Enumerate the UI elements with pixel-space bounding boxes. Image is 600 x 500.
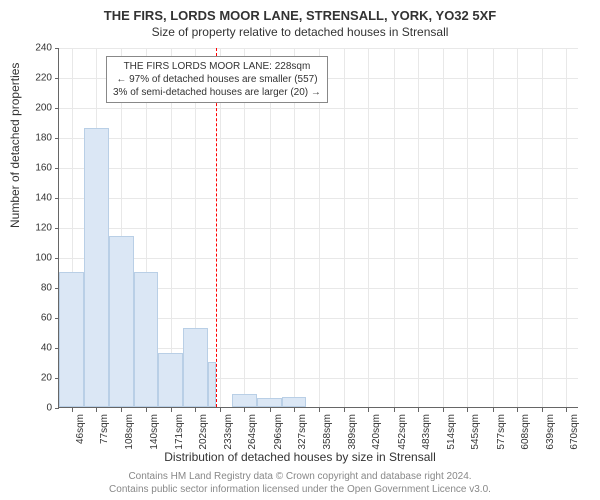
gridline-v <box>517 48 518 407</box>
ytick-label: 80 <box>22 283 52 294</box>
ytick-mark <box>55 408 59 409</box>
annotation-line: 3% of semi-detached houses are larger (2… <box>113 86 321 99</box>
xtick-mark <box>443 408 444 412</box>
histogram-bar <box>257 398 282 407</box>
footer-attribution: Contains HM Land Registry data © Crown c… <box>0 470 600 496</box>
xtick-label: 358sqm <box>322 414 333 450</box>
gridline-v <box>443 48 444 407</box>
xtick-label: 514sqm <box>446 414 457 450</box>
xtick-mark <box>72 408 73 412</box>
xtick-mark <box>517 408 518 412</box>
gridline-v <box>493 48 494 407</box>
gridline-v <box>368 48 369 407</box>
histogram-bar <box>232 394 257 408</box>
x-axis-label: Distribution of detached houses by size … <box>0 450 600 464</box>
gridline-v <box>394 48 395 407</box>
xtick-label: 639sqm <box>545 414 556 450</box>
ytick-label: 180 <box>22 133 52 144</box>
xtick-label: 171sqm <box>174 414 185 450</box>
annotation-line: ← 97% of detached houses are smaller (55… <box>113 73 321 86</box>
ytick-mark <box>55 78 59 79</box>
xtick-mark <box>418 408 419 412</box>
xtick-mark <box>368 408 369 412</box>
gridline-v <box>418 48 419 407</box>
histogram-bar <box>208 362 216 407</box>
xtick-label: 233sqm <box>223 414 234 450</box>
histogram-bar <box>59 272 84 407</box>
ytick-label: 20 <box>22 373 52 384</box>
xtick-label: 296sqm <box>273 414 284 450</box>
xtick-label: 452sqm <box>397 414 408 450</box>
xtick-mark <box>244 408 245 412</box>
ytick-label: 60 <box>22 313 52 324</box>
ytick-mark <box>55 198 59 199</box>
ytick-mark <box>55 258 59 259</box>
xtick-mark <box>566 408 567 412</box>
xtick-label: 46sqm <box>75 414 86 444</box>
ytick-mark <box>55 228 59 229</box>
annotation-line: THE FIRS LORDS MOOR LANE: 228sqm <box>113 60 321 73</box>
xtick-mark <box>195 408 196 412</box>
ytick-label: 220 <box>22 73 52 84</box>
gridline-v <box>467 48 468 407</box>
xtick-mark <box>270 408 271 412</box>
xtick-mark <box>542 408 543 412</box>
histogram-bar <box>109 236 134 407</box>
ytick-label: 140 <box>22 193 52 204</box>
xtick-label: 140sqm <box>149 414 160 450</box>
y-axis-label: Number of detached properties <box>8 63 22 228</box>
xtick-label: 545sqm <box>470 414 481 450</box>
histogram-bar <box>158 353 183 407</box>
ytick-label: 40 <box>22 343 52 354</box>
xtick-mark <box>121 408 122 412</box>
xtick-mark <box>319 408 320 412</box>
xtick-label: 670sqm <box>569 414 580 450</box>
annotation-box: THE FIRS LORDS MOOR LANE: 228sqm← 97% of… <box>106 56 328 103</box>
xtick-label: 420sqm <box>371 414 382 450</box>
chart-title: THE FIRS, LORDS MOOR LANE, STRENSALL, YO… <box>0 0 600 23</box>
ytick-mark <box>55 48 59 49</box>
ytick-mark <box>55 108 59 109</box>
histogram-bar <box>84 128 109 407</box>
xtick-label: 608sqm <box>520 414 531 450</box>
ytick-label: 120 <box>22 223 52 234</box>
gridline-v <box>566 48 567 407</box>
ytick-mark <box>55 168 59 169</box>
xtick-mark <box>294 408 295 412</box>
gridline-v <box>344 48 345 407</box>
xtick-label: 108sqm <box>124 414 135 450</box>
ytick-label: 240 <box>22 43 52 54</box>
gridline-v <box>542 48 543 407</box>
ytick-mark <box>55 138 59 139</box>
ytick-label: 200 <box>22 103 52 114</box>
chart-area: 46sqm77sqm108sqm140sqm171sqm202sqm233sqm… <box>58 48 578 408</box>
ytick-label: 0 <box>22 403 52 414</box>
xtick-mark <box>394 408 395 412</box>
ytick-label: 160 <box>22 163 52 174</box>
xtick-mark <box>171 408 172 412</box>
xtick-mark <box>467 408 468 412</box>
xtick-label: 327sqm <box>297 414 308 450</box>
ytick-label: 100 <box>22 253 52 264</box>
xtick-mark <box>146 408 147 412</box>
xtick-mark <box>96 408 97 412</box>
histogram-bar <box>183 328 208 408</box>
xtick-mark <box>493 408 494 412</box>
xtick-label: 202sqm <box>198 414 209 450</box>
xtick-label: 483sqm <box>421 414 432 450</box>
xtick-label: 577sqm <box>496 414 507 450</box>
histogram-bar <box>282 397 307 408</box>
footer-line-2: Contains public sector information licen… <box>0 483 600 496</box>
histogram-bar <box>134 272 159 407</box>
chart-subtitle: Size of property relative to detached ho… <box>0 23 600 39</box>
xtick-label: 389sqm <box>347 414 358 450</box>
xtick-mark <box>220 408 221 412</box>
xtick-mark <box>344 408 345 412</box>
xtick-label: 77sqm <box>99 414 110 444</box>
footer-line-1: Contains HM Land Registry data © Crown c… <box>0 470 600 483</box>
xtick-label: 264sqm <box>247 414 258 450</box>
